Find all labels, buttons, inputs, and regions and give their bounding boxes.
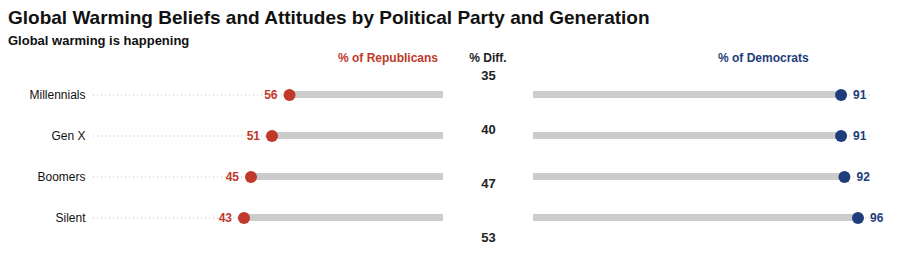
- html-text:Global warming is happening: Global warming is happening: [8, 33, 190, 48]
- svg-text:45: 45: [226, 170, 240, 184]
- svg-text:Gen X: Gen X: [51, 129, 85, 143]
- html-text:% of Democrats: % of Democrats: [718, 51, 809, 65]
- svg-text:56: 56: [264, 88, 278, 102]
- svg-text:Silent: Silent: [55, 211, 86, 225]
- html-text:% of Republicans: % of Republicans: [338, 51, 438, 65]
- html-text:% Diff.: % Diff.: [469, 51, 507, 65]
- svg-text:51: 51: [247, 129, 261, 143]
- svg-text:40: 40: [481, 122, 495, 137]
- svg-text:96: 96: [870, 211, 884, 225]
- svg-text:92: 92: [856, 170, 870, 184]
- svg-text:35: 35: [481, 68, 495, 83]
- svg-text:91: 91: [853, 88, 867, 102]
- html-text:Global Warming Beliefs and Att: Global Warming Beliefs and Attitudes by …: [8, 7, 650, 28]
- svg-text:43: 43: [219, 211, 233, 225]
- svg-text:Millennials: Millennials: [29, 88, 85, 102]
- svg-text:91: 91: [853, 129, 867, 143]
- svg-text:47: 47: [481, 176, 495, 191]
- svg-text:Boomers: Boomers: [37, 170, 85, 184]
- svg-text:53: 53: [481, 230, 495, 245]
